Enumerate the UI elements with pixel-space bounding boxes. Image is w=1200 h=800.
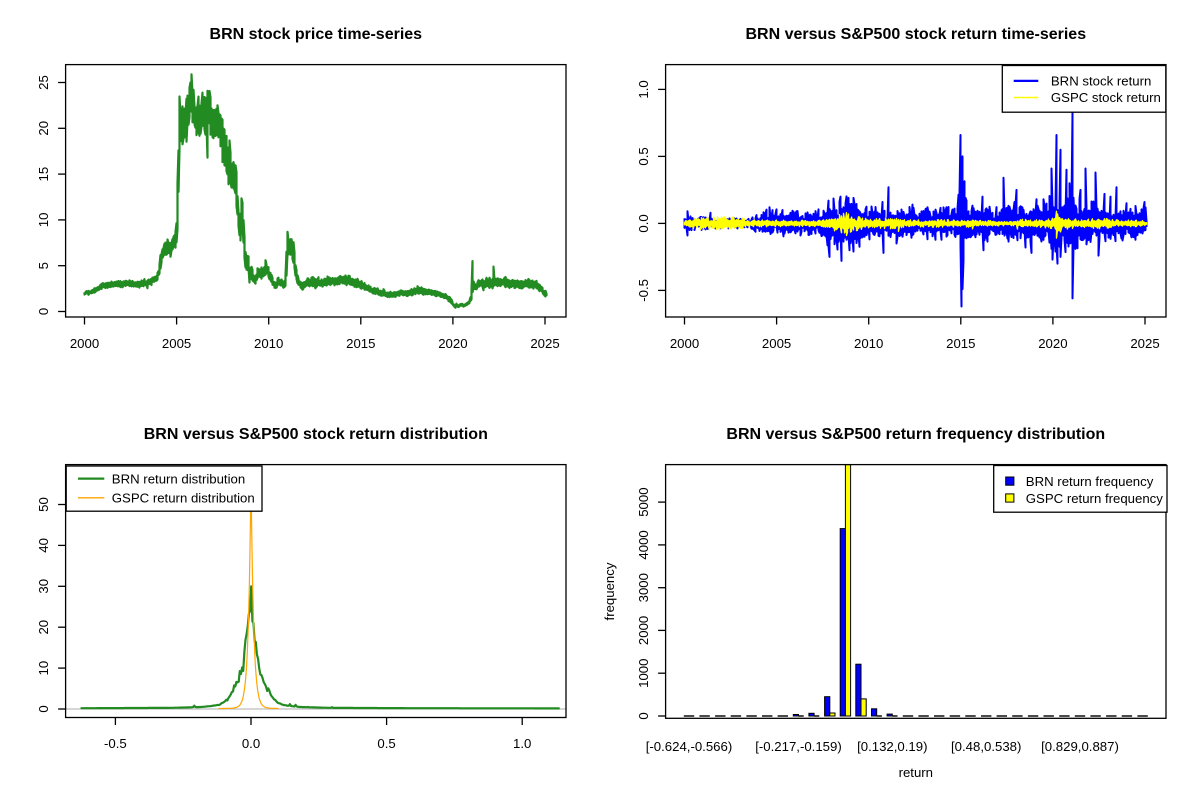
svg-text:0.5: 0.5 <box>636 147 651 165</box>
svg-text:BRN return frequency: BRN return frequency <box>1026 474 1154 489</box>
svg-text:-0.5: -0.5 <box>636 279 651 302</box>
svg-text:0: 0 <box>636 712 651 719</box>
svg-text:5000: 5000 <box>636 487 651 516</box>
svg-text:1.0: 1.0 <box>636 80 651 98</box>
svg-text:50: 50 <box>36 497 51 512</box>
svg-text:BRN versus S&P500 stock return: BRN versus S&P500 stock return time-seri… <box>746 26 1087 43</box>
svg-text:2010: 2010 <box>254 336 283 351</box>
svg-text:2020: 2020 <box>1038 336 1067 351</box>
svg-text:0: 0 <box>36 705 51 712</box>
svg-text:2005: 2005 <box>762 336 791 351</box>
svg-text:2025: 2025 <box>1130 336 1159 351</box>
svg-text:2015: 2015 <box>946 336 975 351</box>
svg-text:frequency: frequency <box>602 562 617 620</box>
svg-text:-0.5: -0.5 <box>104 736 127 751</box>
svg-text:0.0: 0.0 <box>242 736 260 751</box>
svg-text:[-0.217,-0.159): [-0.217,-0.159) <box>755 739 842 754</box>
svg-text:20: 20 <box>36 121 51 136</box>
svg-text:2000: 2000 <box>70 336 99 351</box>
svg-text:GSPC stock return: GSPC stock return <box>1051 90 1161 105</box>
svg-text:0: 0 <box>36 308 51 315</box>
svg-text:[0.829,0.887): [0.829,0.887) <box>1041 739 1119 754</box>
svg-text:40: 40 <box>36 538 51 553</box>
svg-text:4000: 4000 <box>636 530 651 559</box>
svg-text:[0.132,0.19): [0.132,0.19) <box>857 739 927 754</box>
svg-text:0.0: 0.0 <box>636 214 651 232</box>
svg-text:[0.48,0.538): [0.48,0.538) <box>951 739 1021 754</box>
svg-text:5: 5 <box>36 262 51 269</box>
svg-text:BRN stock price time-series: BRN stock price time-series <box>210 26 423 43</box>
svg-text:GSPC return frequency: GSPC return frequency <box>1026 491 1163 506</box>
svg-text:2000: 2000 <box>670 336 699 351</box>
svg-text:2025: 2025 <box>530 336 559 351</box>
svg-text:2020: 2020 <box>438 336 467 351</box>
svg-text:30: 30 <box>36 579 51 594</box>
svg-text:[-0.624,-0.566): [-0.624,-0.566) <box>646 739 733 754</box>
svg-text:10: 10 <box>36 213 51 228</box>
svg-text:3000: 3000 <box>636 573 651 602</box>
svg-text:20: 20 <box>36 620 51 635</box>
svg-text:2010: 2010 <box>854 336 883 351</box>
svg-text:BRN versus S&P500 return frequ: BRN versus S&P500 return frequency distr… <box>726 426 1105 443</box>
svg-text:BRN stock return: BRN stock return <box>1051 74 1151 89</box>
svg-text:1.0: 1.0 <box>513 736 531 751</box>
svg-text:2000: 2000 <box>636 616 651 645</box>
svg-text:BRN versus S&P500 stock return: BRN versus S&P500 stock return distribut… <box>144 426 488 443</box>
svg-text:GSPC return distribution: GSPC return distribution <box>112 491 255 506</box>
svg-text:10: 10 <box>36 661 51 676</box>
svg-text:15: 15 <box>36 167 51 182</box>
svg-text:1000: 1000 <box>636 659 651 688</box>
svg-text:2015: 2015 <box>346 336 375 351</box>
svg-text:return: return <box>899 765 933 780</box>
svg-text:2005: 2005 <box>162 336 191 351</box>
svg-text:25: 25 <box>36 75 51 90</box>
svg-text:0.5: 0.5 <box>377 736 395 751</box>
svg-text:BRN return distribution: BRN return distribution <box>112 471 245 486</box>
